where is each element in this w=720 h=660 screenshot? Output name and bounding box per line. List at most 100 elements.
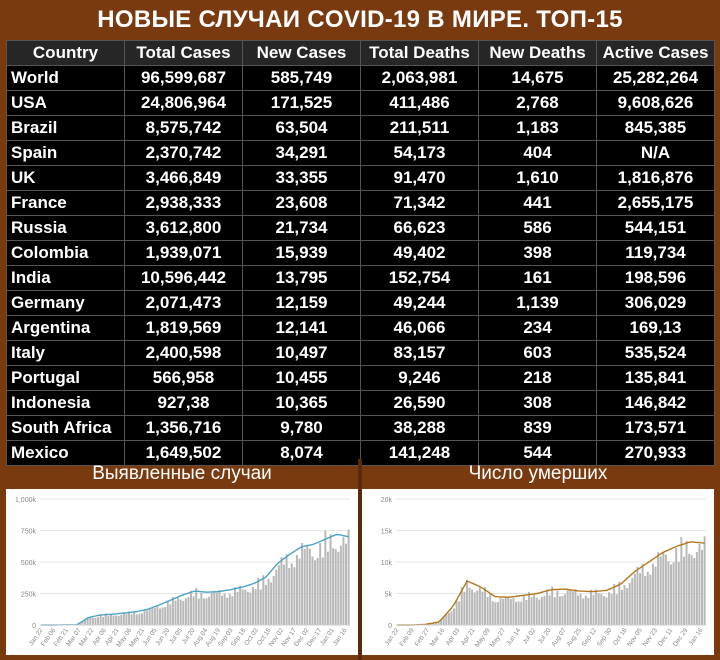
cell-new-deaths: 234	[478, 315, 597, 341]
deaths-xtick-label: Jul 02	[522, 627, 538, 646]
deaths-bar	[610, 593, 613, 625]
deaths-bar	[453, 608, 456, 625]
cell-total-cases: 3,612,800	[124, 215, 243, 241]
cases-bar	[213, 591, 216, 625]
cases-bar	[81, 621, 84, 625]
cell-total-cases: 1,649,502	[124, 440, 243, 466]
cases-bar	[171, 596, 174, 625]
cases-bar	[311, 556, 314, 625]
cell-active-cases: 169,13	[596, 315, 715, 341]
cases-bar	[94, 617, 97, 625]
header-total-cases: Total Cases	[124, 40, 243, 66]
cases-bar	[164, 607, 167, 625]
deaths-ytick-label: 10k	[381, 560, 393, 567]
table-row: World 96,599,687 585,749 2,063,981 14,675 25,…	[6, 65, 715, 91]
cases-bar	[275, 569, 278, 625]
deaths-bar	[502, 598, 505, 625]
cases-bar	[301, 542, 304, 625]
deaths-bar	[703, 536, 706, 625]
cell-active-cases: 135,841	[596, 365, 715, 391]
cases-bar	[99, 615, 102, 625]
cell-total-cases: 10,596,442	[124, 265, 243, 291]
cases-bar	[267, 578, 270, 625]
cases-bar	[298, 558, 301, 625]
cell-country: Italy	[6, 340, 125, 366]
cell-new-deaths: 586	[478, 215, 597, 241]
deaths-bar	[512, 598, 515, 625]
cell-total-deaths: 66,623	[360, 215, 479, 241]
cell-total-cases: 1,939,071	[124, 240, 243, 266]
cases-bar	[226, 597, 229, 625]
cell-active-cases: 9,608,626	[596, 90, 715, 116]
page-title: НОВЫЕ СЛУЧАИ COVID-19 В МИРЕ. ТОП-15	[97, 6, 623, 33]
deaths-bar	[670, 564, 673, 625]
cell-country: South Africa	[6, 415, 125, 441]
cases-bar	[218, 590, 221, 625]
cases-bar	[112, 615, 115, 625]
cases-ytick-label: 500k	[21, 560, 37, 567]
deaths-bar	[597, 593, 600, 625]
deaths-chart-title: Число умерших	[468, 463, 608, 484]
cell-new-cases: 10,455	[242, 365, 361, 391]
cell-total-deaths: 152,754	[360, 265, 479, 291]
cases-bar	[332, 548, 335, 625]
deaths-bar	[633, 573, 636, 625]
deaths-bar	[486, 597, 489, 625]
cases-bar	[184, 598, 187, 625]
cell-new-deaths: 218	[478, 365, 597, 391]
deaths-bar	[615, 594, 618, 625]
deaths-bar	[561, 595, 564, 625]
deaths-bar	[553, 597, 556, 625]
table-header-row: Country Total Cases New Cases Total Deat…	[6, 40, 715, 66]
cases-bar	[202, 598, 205, 625]
cell-active-cases: 270,933	[596, 440, 715, 466]
cases-bar	[347, 529, 350, 625]
cases-bar	[246, 591, 249, 625]
table-row: Russia 3,612,800 21,734 66,623 586 544,151	[6, 215, 715, 241]
cell-new-deaths: 308	[478, 390, 597, 416]
cell-total-deaths: 38,288	[360, 415, 479, 441]
cell-total-cases: 2,071,473	[124, 290, 243, 316]
cases-bar	[233, 587, 236, 625]
deaths-bar	[698, 543, 701, 625]
cell-total-deaths: 141,248	[360, 440, 479, 466]
cases-bar	[146, 610, 149, 625]
cases-bar	[319, 543, 322, 625]
deaths-bar	[618, 581, 621, 625]
cell-new-cases: 21,734	[242, 215, 361, 241]
deaths-ytick-label: 0	[388, 623, 392, 630]
cell-total-cases: 8,575,742	[124, 115, 243, 141]
cases-chart-panel: 0 250k 500k 750k 1,000k Jan 22 Feb 06 Feb 21 Mar…	[6, 489, 358, 655]
deaths-bar	[460, 587, 463, 625]
cell-total-cases: 566,958	[124, 365, 243, 391]
deaths-bar	[530, 597, 533, 625]
deaths-bar	[584, 595, 587, 625]
cases-bar	[324, 530, 327, 625]
deaths-bar	[602, 596, 605, 625]
cell-country: France	[6, 190, 125, 216]
cases-bar	[283, 564, 286, 625]
cell-total-deaths: 2,063,981	[360, 65, 479, 91]
cases-bar	[107, 616, 110, 625]
cases-bar	[290, 563, 293, 625]
cases-bar	[293, 567, 296, 625]
cases-bar	[205, 598, 208, 625]
cases-bar	[197, 598, 200, 625]
cell-new-deaths: 603	[478, 340, 597, 366]
cell-country: Brazil	[6, 115, 125, 141]
cases-bar	[303, 549, 306, 625]
cell-new-deaths: 1,139	[478, 290, 597, 316]
table-row: India 10,596,442 13,795 152,754 161 198,596	[6, 265, 715, 291]
table-row: France 2,938,333 23,608 71,342 441 2,655,175	[6, 190, 715, 216]
cell-country: Indonesia	[6, 390, 125, 416]
cases-bar	[239, 585, 242, 625]
deaths-bar	[680, 537, 683, 625]
cases-bar	[182, 600, 185, 625]
cases-bar	[179, 599, 182, 625]
deaths-bar	[587, 597, 590, 625]
cases-bar	[329, 534, 332, 625]
cases-xtick-label: Jun 20	[154, 627, 171, 647]
deaths-bar	[522, 594, 525, 625]
cases-bar	[133, 611, 136, 625]
table-row: Mexico 1,649,502 8,074 141,248 544 270,933	[6, 440, 715, 466]
